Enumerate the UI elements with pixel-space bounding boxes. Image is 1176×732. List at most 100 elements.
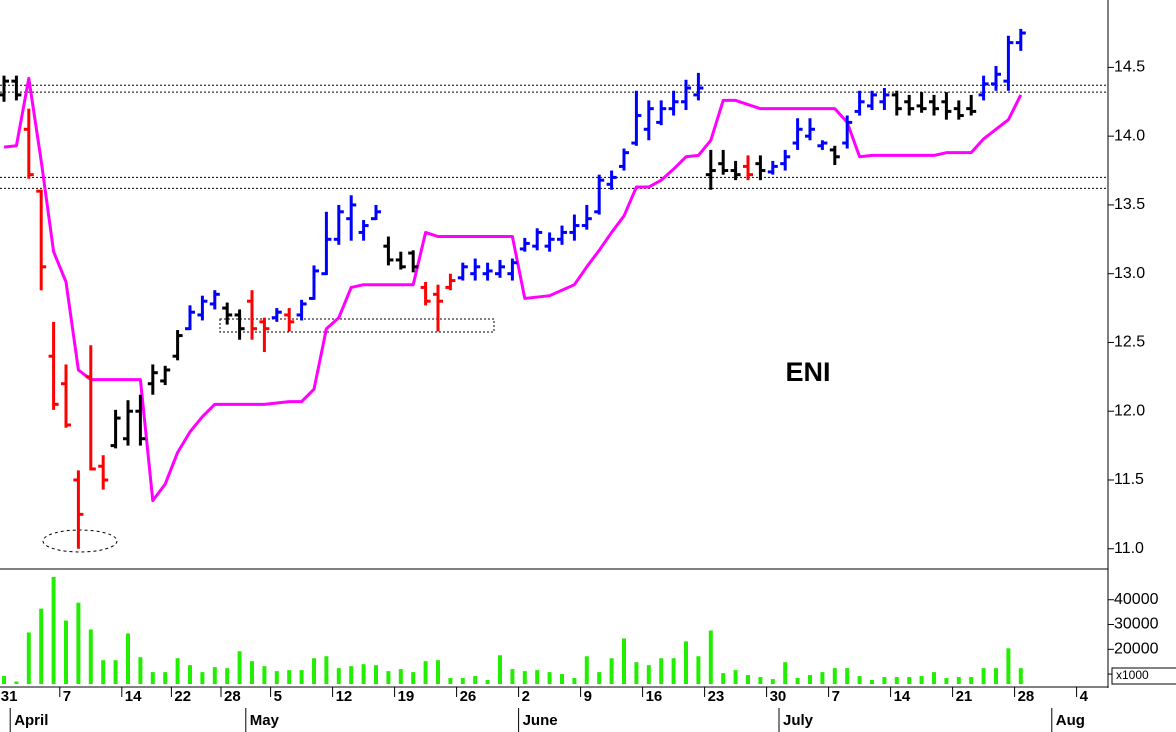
month-label: April [14,712,48,729]
volume-bar [398,669,403,684]
volume-bar [894,677,899,684]
unit-label: x1000 [1116,668,1149,682]
volume-bar [188,665,192,684]
volume-bar [696,656,701,684]
stop-line [3,76,1023,503]
volume-bar [374,665,378,684]
volume-bar [39,608,44,684]
chart-title: ENI [785,357,830,387]
x-tick-label: 23 [708,688,725,705]
volume-bar [708,630,713,684]
volume-bar [76,602,81,684]
volume-bar [746,675,750,684]
month-label: June [523,712,558,729]
volume-bar [609,658,614,684]
y-tick-label: 13.5 [1114,196,1145,213]
x-tick-label: 5 [274,688,282,705]
y-tick-label: 14.5 [1114,59,1145,76]
x-tick-label: 2 [522,688,530,705]
volume-bar [212,667,217,684]
volume-bar [994,668,998,684]
volume-bar [225,668,230,684]
x-tick-label: 4 [1080,688,1089,705]
volume-bar [981,668,986,684]
volume-bar [795,678,800,684]
volume-bar [535,670,540,684]
month-label: May [250,712,280,729]
volume-bar [857,676,862,684]
unit-badge [1111,667,1176,685]
volume-bar [956,677,961,684]
volume-bar [237,651,242,684]
volume-bar [907,677,912,684]
volume-bar [361,664,366,684]
volume-bar [721,673,726,684]
y-tick-label: 12.0 [1114,402,1145,419]
volume-bar [26,632,31,684]
volume-bar [485,680,490,684]
volume-bar [126,633,130,684]
volume-bar [522,671,527,684]
volume-bar [138,657,143,684]
volume-bar [51,576,56,684]
x-tick-label: 19 [398,688,415,705]
volume-bar [163,672,168,684]
month-label: July [783,712,814,729]
volume-bar [944,678,949,684]
volume-bar [597,672,602,684]
volume-bar [349,666,354,684]
volume-bar [783,662,788,684]
month-label: Aug [1056,712,1085,729]
x-tick-label: 28 [224,688,241,705]
volume-bar [510,669,515,684]
volume-bar [287,670,292,684]
volume-bar [969,677,974,684]
x-tick-label: 22 [174,688,191,705]
volume-bar [101,660,106,684]
low-annotation [42,529,118,553]
x-tick-label: 21 [956,688,973,705]
volume-bar [572,678,577,684]
y-tick-label: 11.5 [1114,471,1144,488]
volume-bar [423,661,428,684]
volume-bar [646,665,651,684]
volume-bar [175,658,180,684]
volume-bar [460,678,465,684]
volume-bar [312,658,316,684]
y-tick-label: 11.0 [1114,540,1144,557]
volume-bar [634,662,639,684]
y-tick-label: 20000 [1114,641,1159,658]
volume-bar [919,676,924,684]
volume-bar [324,656,329,684]
volume-bar [770,679,775,684]
volume-bar [64,620,68,684]
x-tick-label: 26 [460,688,477,705]
volume-bar [622,638,626,684]
y-tick-label: 12.5 [1114,334,1145,351]
volume-bar [448,678,453,684]
volume-bar [299,670,304,684]
volume-bar [560,674,564,684]
volume-bar [547,672,552,684]
volume-bar [411,672,416,684]
volume-bar [150,672,155,684]
volume-bar [758,677,763,684]
volume-bar [808,675,812,684]
zone-annotation [219,318,495,333]
volume-bar [262,666,267,684]
volume-bar [870,680,874,684]
volume-bar [200,672,205,684]
volume-bar [584,656,589,684]
volume-bar [733,670,738,684]
volume-bar [932,672,936,684]
volume-bar [88,629,93,684]
x-tick-label: 28 [1018,688,1035,705]
volume-bar [113,660,118,684]
y-tick-label: 14.0 [1114,127,1145,144]
x-tick-label: 7 [832,688,840,705]
volume-bar [473,676,478,684]
y-tick-label: 30000 [1114,616,1159,633]
volume-bar [882,677,887,684]
x-tick-label: 7 [63,688,71,705]
